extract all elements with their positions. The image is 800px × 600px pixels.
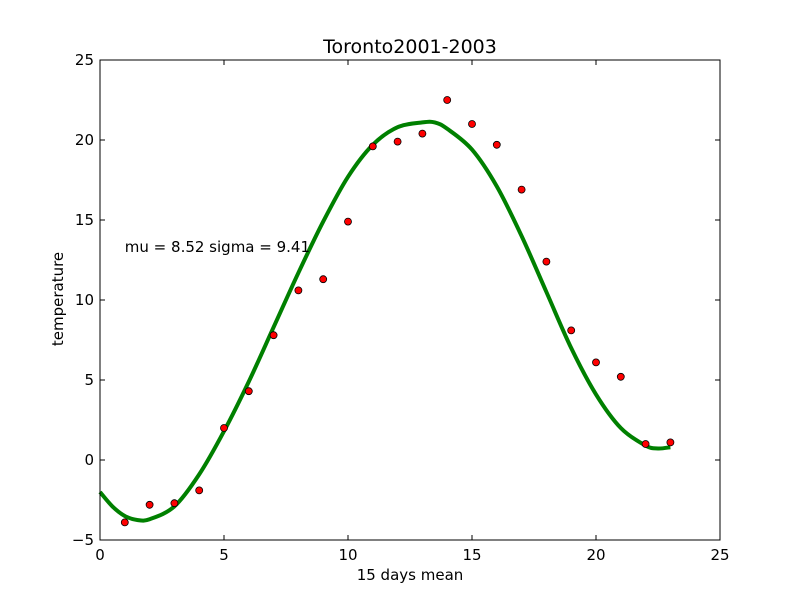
data-point: [145, 500, 154, 509]
data-point: [666, 438, 675, 447]
x-axis-label: 15 days mean: [357, 566, 464, 584]
data-point: [492, 140, 501, 149]
x-tick-label: 25: [710, 546, 729, 564]
data-point: [517, 185, 526, 194]
chart-title: Toronto2001-2003: [322, 36, 497, 58]
data-point: [319, 275, 328, 284]
data-point: [616, 372, 625, 381]
y-tick-label: 10: [75, 291, 94, 309]
x-tick-label: 15: [462, 546, 481, 564]
data-point: [220, 424, 228, 432]
data-point: [244, 387, 253, 396]
y-tick-label: 5: [84, 371, 94, 389]
data-point: [344, 217, 352, 226]
data-point: [195, 486, 204, 495]
data-point: [592, 358, 600, 367]
data-point: [468, 120, 476, 128]
fit-curve: [98, 119, 671, 523]
y-tick-label: −5: [72, 531, 94, 549]
data-point: [368, 142, 377, 151]
y-tick-label: 15: [75, 211, 94, 229]
y-tick-label: 25: [75, 51, 94, 69]
data-point: [567, 326, 576, 335]
data-point: [542, 257, 551, 266]
x-tick-label: 5: [219, 546, 229, 564]
data-point: [641, 440, 650, 448]
data-point: [294, 286, 303, 295]
y-tick-label: 0: [84, 451, 94, 469]
data-point: [170, 499, 179, 508]
data-point: [393, 137, 402, 146]
data-point: [418, 129, 427, 138]
y-tick-label: 20: [75, 131, 94, 149]
data-point: [269, 331, 278, 340]
y-axis-label: temperature: [49, 252, 67, 346]
axes-frame: [99, 59, 721, 541]
x-tick-label: 20: [586, 546, 605, 564]
x-tick-label: 10: [338, 546, 357, 564]
data-point: [120, 518, 129, 527]
fit-annotation: mu = 8.52 sigma = 9.41: [125, 238, 310, 256]
data-point: [443, 96, 452, 104]
x-tick-label: 0: [95, 546, 105, 564]
